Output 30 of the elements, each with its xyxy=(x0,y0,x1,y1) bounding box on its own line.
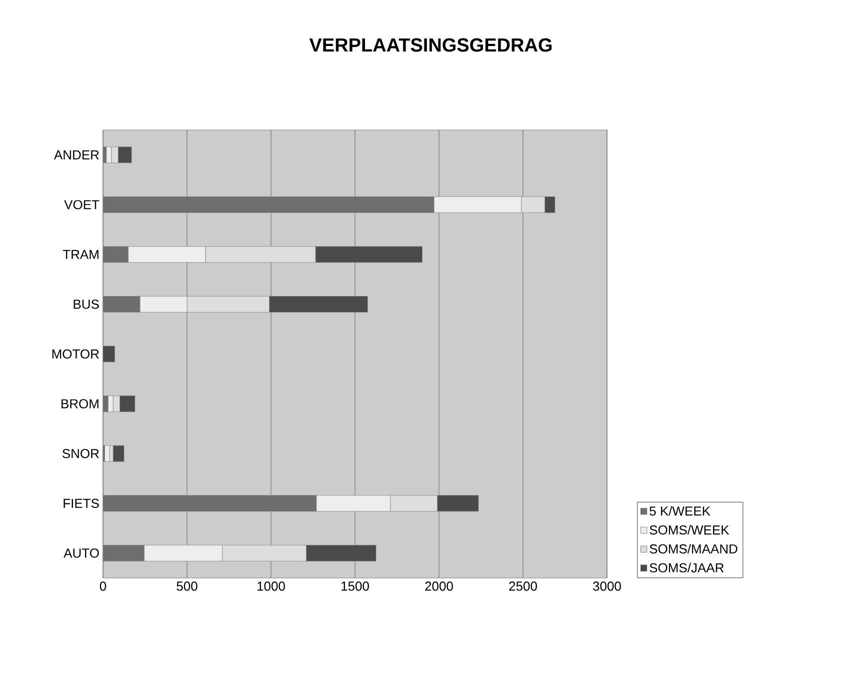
y-tick-label: BUS xyxy=(74,300,99,309)
bar xyxy=(112,396,120,412)
bar xyxy=(306,544,376,562)
y-tick-label: AUTO xyxy=(64,548,99,558)
bar xyxy=(104,445,110,462)
legend-label: 5 K/WEEK xyxy=(650,506,710,516)
y-tick-label: MOTOR xyxy=(52,349,99,359)
chart-title: VERPLAATSINGSGEDRAG xyxy=(309,38,552,52)
bar xyxy=(544,196,556,213)
x-tick-label: 1000 xyxy=(258,582,285,591)
legend-label: SOMS/WEEK xyxy=(650,525,730,535)
x-tick-label: 500 xyxy=(176,582,198,591)
x-tick-label: 0 xyxy=(100,582,106,591)
y-tick-label: VOET xyxy=(64,200,100,210)
x-tick-label: 1500 xyxy=(342,582,369,591)
x-tick-label: 3000 xyxy=(593,582,621,591)
bar xyxy=(120,396,136,412)
bar xyxy=(437,495,479,512)
bar xyxy=(118,146,132,164)
y-tick-label: TRAM xyxy=(62,250,98,259)
bar xyxy=(269,296,368,312)
y-tick-label: BROM xyxy=(62,399,98,408)
bar xyxy=(315,246,422,263)
x-tick-label: 2500 xyxy=(509,582,537,591)
y-tick-label: SNOR xyxy=(62,448,99,458)
legend-label: SOMS/MAAND xyxy=(650,544,738,554)
y-tick-label: ANDER xyxy=(54,150,99,160)
legend-label: SOMS/JAAR xyxy=(650,562,724,572)
y-tick-label: FIETS xyxy=(64,498,99,508)
x-tick-label: 2000 xyxy=(425,582,453,591)
